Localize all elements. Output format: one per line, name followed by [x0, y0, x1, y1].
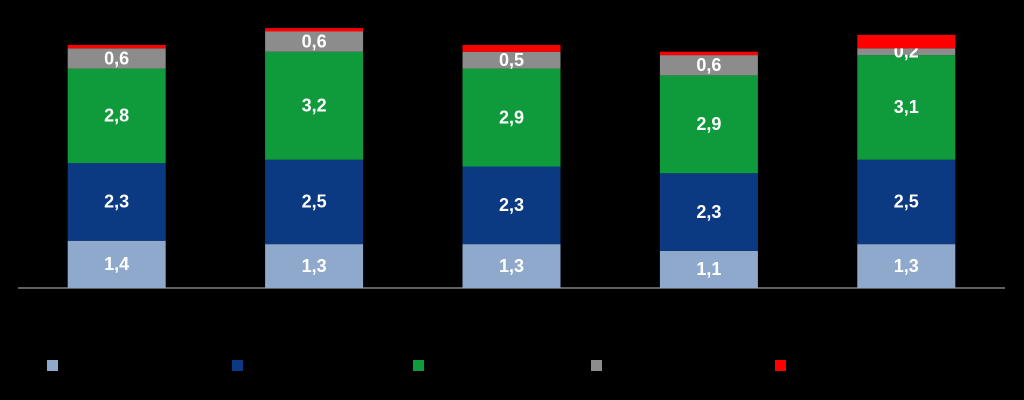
data-label: 2,3: [696, 202, 721, 222]
data-label: 2,5: [894, 192, 919, 212]
data-label: 2,9: [499, 107, 524, 127]
bar-segment: [265, 159, 364, 245]
bar-segment: [67, 48, 166, 69]
legend-swatch: [775, 360, 786, 371]
bar-segment: [265, 51, 364, 160]
bar-segment: [462, 68, 561, 167]
data-label: 2,3: [499, 195, 524, 215]
bar-segment: [659, 250, 758, 288]
bar-segment: [857, 34, 956, 49]
bar-segment: [462, 51, 561, 69]
legend-swatch: [232, 360, 243, 371]
bar-segment: [462, 244, 561, 288]
data-label: 0,6: [696, 55, 721, 75]
bar-segment: [67, 45, 166, 49]
data-label: 3,1: [894, 97, 919, 117]
data-label: 0,5: [499, 50, 524, 70]
bar-segment: [462, 166, 561, 245]
data-label: 1,3: [894, 256, 919, 276]
bar-segment: [857, 244, 956, 288]
data-label: 1,3: [499, 256, 524, 276]
legend-swatch: [47, 360, 58, 371]
data-label: 1,4: [104, 254, 129, 274]
bar-segment: [857, 159, 956, 245]
legend-swatch: [413, 360, 424, 371]
legend-swatch: [591, 360, 602, 371]
bar-segment: [67, 240, 166, 288]
bar-segment: [659, 75, 758, 174]
data-label: 2,8: [104, 106, 129, 126]
data-label: 0,6: [104, 48, 129, 68]
bar-segment: [462, 45, 561, 52]
bar-segment: [265, 31, 364, 52]
data-label: 2,5: [302, 192, 327, 212]
data-label: 2,9: [696, 114, 721, 134]
data-label: 0,6: [302, 31, 327, 51]
bar-segment: [659, 55, 758, 76]
bar-segment: [659, 51, 758, 56]
data-label: 1,1: [696, 259, 721, 279]
bar-segment: [67, 68, 166, 164]
bar-segment: [857, 55, 956, 160]
bar-segment: [659, 173, 758, 251]
data-label: 2,3: [104, 192, 129, 212]
data-label: 1,3: [302, 256, 327, 276]
bar-segment: [67, 163, 166, 241]
bar-segment: [857, 48, 956, 56]
data-label: 3,2: [302, 96, 327, 116]
bar-segment: [265, 28, 364, 32]
bar-segment: [265, 244, 364, 288]
